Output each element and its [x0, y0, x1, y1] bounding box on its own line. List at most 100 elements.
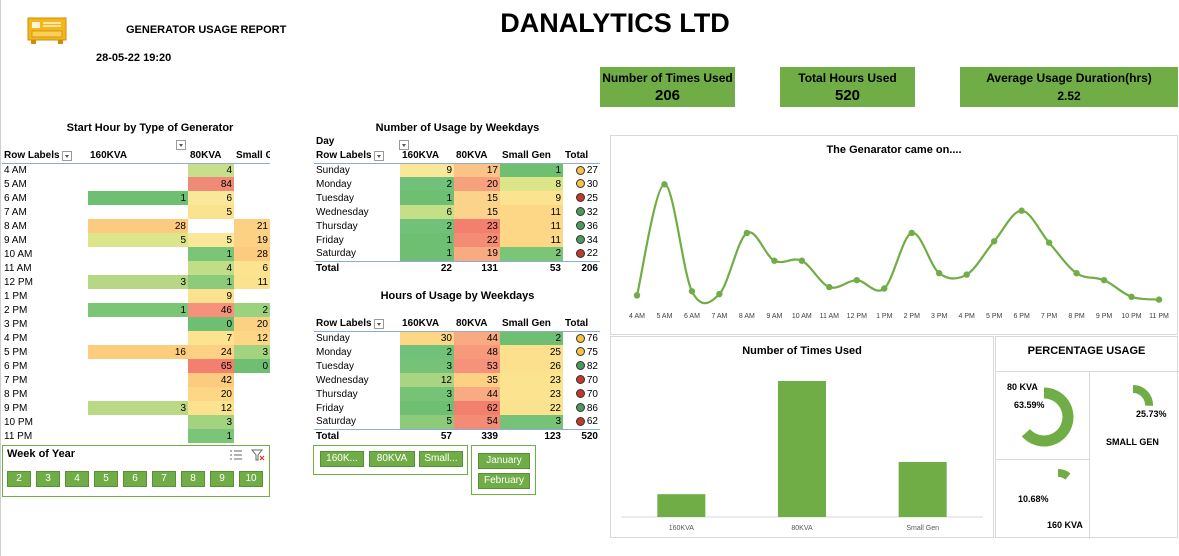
- bar-chart: 160KVA 80KVA Small Gen: [621, 381, 983, 532]
- table-row: Sunday 9 17 1 27: [314, 163, 600, 177]
- x-tick-label: 7 AM: [711, 313, 727, 320]
- value-cell: 62: [454, 401, 500, 415]
- total-cell: 123: [500, 428, 563, 443]
- day-field[interactable]: Day: [316, 136, 334, 147]
- week-chip[interactable]: 7: [152, 471, 176, 487]
- table-row: 2 PM 1 46 2: [2, 303, 270, 317]
- week-chip[interactable]: 5: [94, 471, 118, 487]
- value-cell: 26: [500, 359, 563, 373]
- weekday-count-title: Number of Usage by Weekdays: [375, 122, 540, 134]
- value-cell: [234, 205, 270, 219]
- total-value: 22: [586, 248, 598, 260]
- line-point: [936, 270, 943, 277]
- status-dot-icon: [575, 347, 585, 357]
- kpi-label: Average Usage Duration(hrs): [986, 71, 1152, 85]
- status-dot-icon: [575, 221, 585, 231]
- table-row: 12 PM 3 1 11: [2, 275, 270, 289]
- row-label: Sunday: [316, 164, 350, 176]
- value-cell: 19: [234, 233, 270, 247]
- row-label: 4 PM: [4, 332, 28, 344]
- row-label: Thursday: [316, 388, 358, 400]
- status-dot-icon: [575, 389, 585, 399]
- x-tick-label: Small Gen: [906, 525, 939, 532]
- row-labels-header[interactable]: Row Labels: [314, 149, 400, 164]
- row-labels-header[interactable]: Row Labels: [2, 149, 88, 164]
- total-value: 70: [586, 374, 598, 386]
- table-row: Monday 2 48 25 75: [314, 345, 600, 359]
- value-cell: 17: [454, 163, 500, 177]
- start-hour-title: Start Hour by Type of Generator: [66, 122, 234, 134]
- week-chip[interactable]: 9: [210, 471, 234, 487]
- table-row: 8 AM 28 21: [2, 219, 270, 233]
- donut-80kva: [1021, 387, 1074, 447]
- table-row: Wednesday 6 15 11 32: [314, 205, 600, 219]
- total-value: 34: [586, 234, 598, 246]
- value-cell: [88, 387, 188, 401]
- slicer-chip-small-gen[interactable]: Small...: [419, 451, 463, 467]
- col-header: 160KVA: [400, 317, 454, 332]
- x-tick-label: 8 AM: [739, 313, 755, 320]
- week-chip[interactable]: 6: [123, 471, 147, 487]
- weekday-count-pivot: Row Labels 160KVA 80KVA Small Gen Total …: [314, 149, 600, 275]
- left-border: [0, 0, 1, 556]
- slicer-chip-160kva[interactable]: 160K...: [320, 451, 364, 467]
- value-cell: 19: [454, 247, 500, 261]
- total-value: 27: [586, 164, 598, 176]
- week-of-year-slicer: Week of Year 2 3 4 5 6 7 8 9 10: [2, 445, 270, 497]
- kpi-value: 520: [834, 87, 861, 104]
- value-cell: 1: [500, 163, 563, 177]
- kpi-times-used: Number of Times Used 206: [600, 67, 735, 107]
- row-label: Friday: [316, 234, 344, 246]
- value-cell: 16: [88, 345, 188, 359]
- value-cell: 1: [400, 233, 454, 247]
- donut-small-gen: [1132, 385, 1153, 406]
- total-cell: 70: [563, 373, 600, 387]
- week-chip[interactable]: 2: [7, 471, 31, 487]
- row-labels-header[interactable]: Row Labels: [314, 317, 400, 332]
- x-tick-label: 80KVA: [791, 525, 813, 532]
- value-cell: 6: [234, 261, 270, 275]
- status-dot-icon: [575, 193, 585, 203]
- table-row: 9 AM 5 5 19: [2, 233, 270, 247]
- row-label: 11 PM: [4, 430, 33, 442]
- donut-arc: [1057, 469, 1071, 480]
- slicer-chip-january[interactable]: January: [478, 453, 530, 469]
- line-chart: 4 AM 5 AM 6 AM 7 AM 8 AM 9 AM 10 AM 11 AM 12 PM 1…: [629, 181, 1169, 320]
- value-cell: 7: [188, 331, 234, 345]
- week-chip[interactable]: 10: [239, 471, 263, 487]
- value-cell: 1: [400, 191, 454, 205]
- report-title: GENERATOR USAGE REPORT: [126, 24, 287, 36]
- row-label: 8 AM: [4, 220, 27, 232]
- total-cell: 32: [563, 205, 600, 219]
- value-cell: [234, 289, 270, 303]
- table-row: Thursday 3 44 23 70: [314, 387, 600, 401]
- week-chip[interactable]: 8: [181, 471, 205, 487]
- x-tick-label: 160KVA: [669, 525, 694, 532]
- line-point: [771, 257, 778, 264]
- value-cell: 35: [454, 373, 500, 387]
- col-header: Small Gen: [500, 149, 563, 164]
- value-cell: 5: [88, 233, 188, 247]
- slicer-chip-february[interactable]: February: [478, 473, 530, 489]
- table-row: 4 PM 7 12: [2, 331, 270, 345]
- col-header: Small Gen: [234, 149, 270, 164]
- week-chip[interactable]: 3: [36, 471, 60, 487]
- value-cell: [234, 191, 270, 205]
- table-row: 8 PM 20: [2, 387, 270, 401]
- value-cell: 15: [454, 191, 500, 205]
- slicer-chip-80kva[interactable]: 80KVA: [369, 451, 415, 467]
- value-cell: [88, 429, 188, 443]
- line-point: [963, 271, 970, 278]
- value-cell: [234, 177, 270, 191]
- week-chip[interactable]: 4: [65, 471, 89, 487]
- line-point: [826, 283, 833, 291]
- total-cell: 520: [563, 428, 600, 443]
- value-cell: 46: [188, 303, 234, 317]
- total-value: 76: [586, 332, 598, 344]
- table-row: Monday 2 20 8 30: [314, 177, 600, 191]
- multi-select-icon[interactable]: [229, 449, 243, 461]
- clear-filter-icon[interactable]: [251, 449, 265, 461]
- value-cell: [88, 205, 188, 219]
- value-cell: 3: [500, 415, 563, 429]
- row-label: 3 PM: [4, 318, 28, 330]
